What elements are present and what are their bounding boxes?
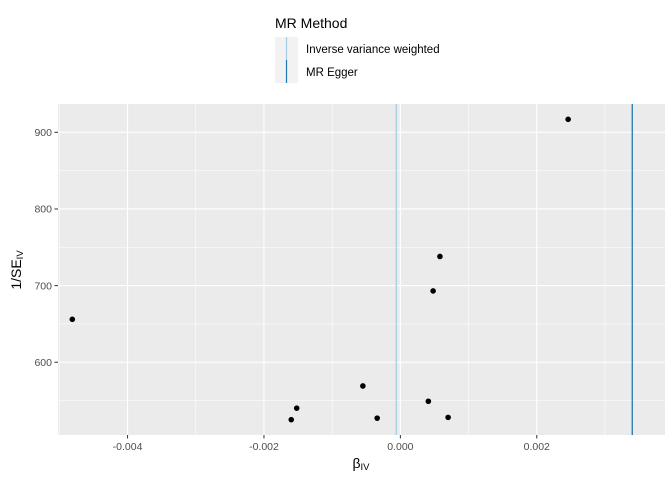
legend-label-ivw: Inverse variance weighted [306,44,440,56]
data-point [425,398,432,405]
plot-panel [58,104,665,435]
mr-method-lines [395,104,633,435]
y-tick-label: 800 [34,204,52,216]
x-axis: -0.004 -0.002 0.000 0.002 [113,435,550,453]
data-point [69,316,76,323]
data-point [430,288,436,294]
data-point [288,416,295,423]
data-point [360,383,366,389]
y-axis: 600 700 800 900 [34,127,58,369]
grid-major [58,104,665,435]
x-axis-title: βIV [352,455,370,473]
data-point [374,415,380,421]
data-point [445,414,451,421]
x-tick-label: -0.002 [249,441,279,453]
y-tick-label: 700 [34,280,52,292]
data-points [69,116,571,423]
x-tick-label: 0.002 [524,441,550,453]
y-tick-label: 900 [34,127,52,139]
data-point [565,116,571,123]
data-point [437,253,443,260]
y-tick-label: 600 [34,357,52,369]
legend-title: MR Method [275,15,347,31]
y-axis-title: 1/SEIV [8,250,26,290]
grid-minor [58,104,665,435]
x-tick-label: 0.000 [387,441,413,453]
legend: MR Method Inverse variance weighted MR E… [275,15,440,83]
data-point [293,405,300,411]
legend-label-egger: MR Egger [306,67,358,79]
x-tick-label: -0.004 [113,441,143,453]
